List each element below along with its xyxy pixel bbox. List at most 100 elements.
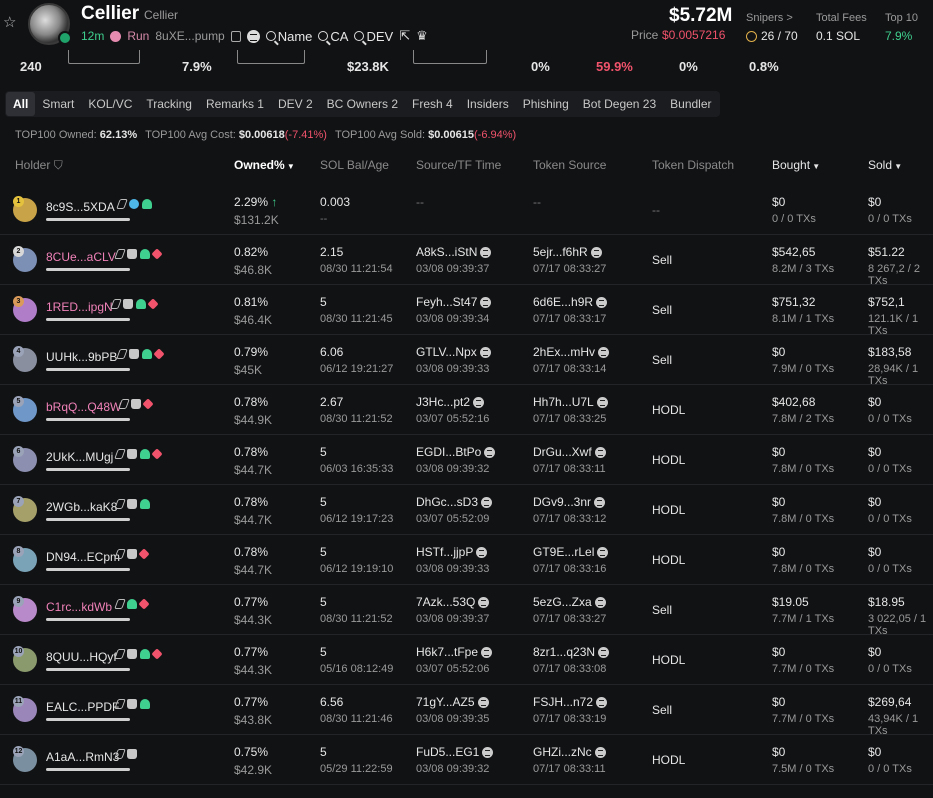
- edit-icon[interactable]: [116, 349, 128, 359]
- token-source[interactable]: FSJH...n72: [533, 695, 608, 709]
- col-owned[interactable]: Owned% ▼: [234, 158, 295, 172]
- chain-icon[interactable]: [246, 29, 260, 43]
- tab-insiders[interactable]: Insiders: [466, 97, 509, 111]
- token-source[interactable]: 8zr1...q23N: [533, 645, 610, 659]
- table-row[interactable]: 2 8CUe...aCLV 0.82% $46.8K 2.15 08/30 11…: [0, 235, 933, 287]
- edit-icon[interactable]: [114, 249, 126, 259]
- col-bought[interactable]: Bought ▼: [772, 158, 821, 172]
- holder-address[interactable]: DN94...ECpm: [46, 550, 121, 564]
- edit-icon[interactable]: [114, 499, 126, 509]
- edit-icon[interactable]: [110, 299, 122, 309]
- col-sold[interactable]: Sold ▼: [868, 158, 903, 172]
- favorite-star-icon[interactable]: ☆: [3, 14, 17, 31]
- edit-icon[interactable]: [118, 399, 130, 409]
- funding-source[interactable]: FuD5...EG1: [416, 745, 494, 759]
- holder-address[interactable]: 8c9S...5XDA: [46, 200, 115, 214]
- filter-icon[interactable]: ⛉: [53, 158, 63, 172]
- chain-icon: [594, 746, 606, 758]
- funding-source[interactable]: 71gY...AZ5: [416, 695, 489, 709]
- edit-icon[interactable]: [114, 449, 126, 459]
- token-source[interactable]: 5ejr...f6hR: [533, 245, 602, 259]
- edit-icon[interactable]: [114, 549, 126, 559]
- table-row[interactable]: 9 C1rc...kdWb 0.77% $44.3K 5 08/30 11:21…: [0, 585, 933, 637]
- table-row[interactable]: 3 1RED...ipgN 0.81% $46.4K 5 08/30 11:21…: [0, 285, 933, 337]
- search-dev-button[interactable]: DEV: [354, 29, 393, 44]
- holder-share-bar: [46, 218, 130, 221]
- tab-bc-owners[interactable]: BC Owners 2: [326, 97, 399, 111]
- funding-source[interactable]: HSTf...jjpP: [416, 545, 488, 559]
- token-source[interactable]: DrGu...Xwf: [533, 445, 606, 459]
- rank-badge: 2: [13, 246, 24, 257]
- edit-icon[interactable]: [116, 199, 128, 209]
- token-source[interactable]: GT9E...rLel: [533, 545, 609, 559]
- token-source[interactable]: Hh7h...U7L: [533, 395, 608, 409]
- token-source[interactable]: DGv9...3nr: [533, 495, 606, 509]
- funding-source[interactable]: GTLV...Npx: [416, 345, 491, 359]
- tab-phishing[interactable]: Phishing: [522, 97, 569, 111]
- holder-address[interactable]: C1rc...kdWb: [46, 600, 113, 614]
- funding-source[interactable]: J3Hc...pt2: [416, 395, 485, 409]
- holder-address[interactable]: 8QUU...HQyf: [46, 650, 117, 664]
- copy-icon[interactable]: [230, 30, 241, 42]
- token-source[interactable]: 5ezG...Zxa: [533, 595, 606, 609]
- table-row[interactable]: 1 8c9S...5XDA 2.29% ↑ $131.2K 0.003 -- -…: [0, 185, 933, 235]
- tab-kol-vc[interactable]: KOL/VC: [88, 97, 133, 111]
- table-row[interactable]: 7 2WGb...kaK8 0.78% $44.7K 5 06/12 19:17…: [0, 485, 933, 535]
- sold-value: $0: [868, 495, 882, 509]
- token-source-time: 07/17 08:33:27: [533, 613, 607, 625]
- edit-icon[interactable]: [114, 599, 126, 609]
- table-row[interactable]: 5 bRqQ...Q48W 0.78% $44.9K 2.67 08/30 11…: [0, 385, 933, 435]
- holder-address[interactable]: A1aA...RmN3: [46, 750, 120, 764]
- token-source-time: 07/17 08:33:14: [533, 363, 607, 375]
- holder-tags: [114, 648, 163, 660]
- table-row[interactable]: 11 EALC...PPDF 0.77% $43.8K 6.56 08/30 1…: [0, 685, 933, 737]
- col-source[interactable]: Source/TF Time: [416, 158, 502, 172]
- tab-dev[interactable]: DEV 2: [277, 97, 313, 111]
- col-sol-bal-age[interactable]: SOL Bal/Age: [320, 158, 389, 172]
- holder-address[interactable]: EALC...PPDF: [46, 700, 120, 714]
- edit-icon[interactable]: [114, 749, 126, 759]
- holder-address[interactable]: 2UkK...MUgj: [46, 450, 114, 464]
- tab-fresh[interactable]: Fresh 4: [412, 97, 453, 111]
- tab-smart[interactable]: Smart: [42, 97, 75, 111]
- tab-bot-degen[interactable]: Bot Degen 23: [582, 97, 657, 111]
- external-link-icon[interactable]: ⇱: [399, 28, 411, 43]
- tab-remarks[interactable]: Remarks 1: [205, 97, 264, 111]
- table-row[interactable]: 6 2UkK...MUgj 0.78% $44.7K 5 06/03 16:35…: [0, 435, 933, 485]
- snipers-label[interactable]: Snipers >: [746, 12, 793, 24]
- funding-source[interactable]: A8kS...iStN: [416, 245, 492, 259]
- owned-percent: 0.78%: [234, 495, 269, 509]
- chain-icon: [481, 646, 493, 658]
- token-source[interactable]: GHZi...zNc: [533, 745, 606, 759]
- col-token-dispatch[interactable]: Token Dispatch: [652, 158, 735, 172]
- col-holder[interactable]: Holder ⛉: [15, 158, 63, 172]
- holder-address[interactable]: bRqQ...Q48W: [46, 400, 122, 414]
- edit-icon[interactable]: [114, 699, 126, 709]
- funding-source[interactable]: 7Azk...53Q: [416, 595, 490, 609]
- holder-address[interactable]: 2WGb...kaK8: [46, 500, 118, 514]
- holder-address[interactable]: UUHk...9bPB: [46, 350, 118, 364]
- crown-icon[interactable]: ♛: [416, 28, 428, 43]
- token-source[interactable]: 2hEx...mHv: [533, 345, 610, 359]
- bought-txs: 7.8M / 2 TXs: [772, 413, 835, 425]
- edit-icon[interactable]: [114, 649, 126, 659]
- funding-source[interactable]: H6k7...tFpe: [416, 645, 493, 659]
- col-token-source[interactable]: Token Source: [533, 158, 607, 172]
- holder-address[interactable]: 8CUe...aCLV: [46, 250, 116, 264]
- funding-source[interactable]: DhGc...sD3: [416, 495, 493, 509]
- funding-source[interactable]: Feyh...St47: [416, 295, 492, 309]
- search-ca-button[interactable]: CA: [318, 29, 348, 44]
- table-row[interactable]: 4 UUHk...9bPB 0.79% $45K 6.06 06/12 19:2…: [0, 335, 933, 387]
- tab-bundler[interactable]: Bundler: [670, 97, 712, 111]
- table-row[interactable]: 10 8QUU...HQyf 0.77% $44.3K 5 05/16 08:1…: [0, 635, 933, 685]
- sold-txs: 43,94K / 1 TXs: [868, 713, 919, 737]
- tab-all[interactable]: All: [6, 92, 36, 116]
- holder-address[interactable]: 1RED...ipgN: [46, 300, 113, 314]
- funding-source[interactable]: EGDI...BtPo: [416, 445, 496, 459]
- tab-tracking[interactable]: Tracking: [146, 97, 192, 111]
- table-row[interactable]: 8 DN94...ECpm 0.78% $44.7K 5 06/12 19:19…: [0, 535, 933, 585]
- token-source-time: 07/17 08:33:12: [533, 513, 607, 525]
- table-row[interactable]: 12 A1aA...RmN3 0.75% $42.9K 5 05/29 11:2…: [0, 735, 933, 785]
- token-source[interactable]: 6d6E...h9R: [533, 295, 608, 309]
- search-name-button[interactable]: Name: [265, 29, 312, 44]
